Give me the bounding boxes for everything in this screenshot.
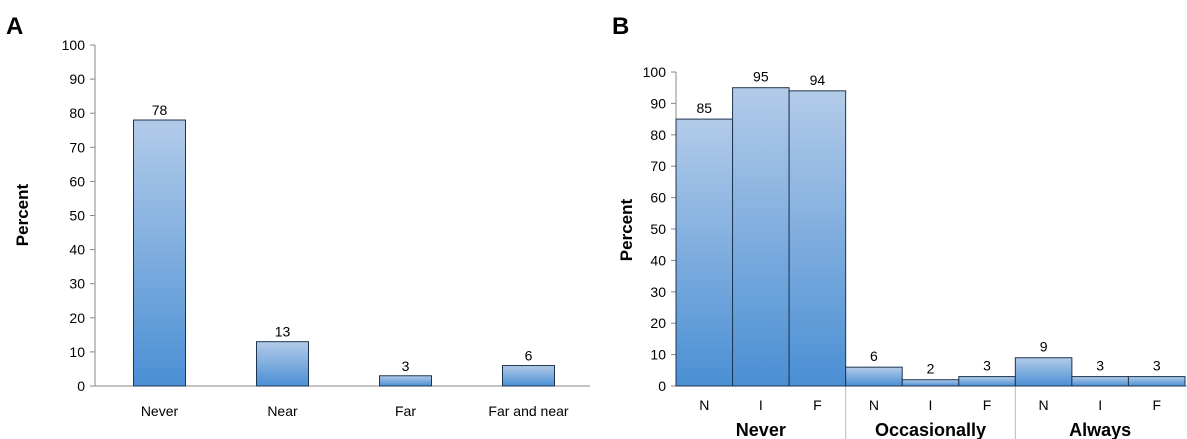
- panel-b: B Percent 0 10 20 30 40 50 60 70 80 90 100 N I F Neve…: [612, 13, 1187, 439]
- panel-b-y-tick-label: 90: [650, 95, 666, 111]
- panel-b-bar: [1014, 357, 1073, 387]
- panel-b-bar: [732, 87, 790, 387]
- panel-b-bar: [1127, 376, 1186, 387]
- panel-b-x-tick-label: N: [1039, 397, 1049, 413]
- panel-a-y-tick-label: 20: [69, 310, 85, 326]
- panel-b-y-tick-label: 100: [643, 64, 667, 80]
- panel-b-y-tick-label: 50: [650, 221, 666, 237]
- panel-b-x-axis: N I F Never N I F Occasionally N I F Always: [676, 385, 1187, 439]
- panel-b-data-label: 94: [810, 72, 826, 88]
- panel-a-y-tick-label: 0: [77, 378, 85, 394]
- panel-b-data-label: 95: [753, 69, 769, 85]
- panel-b-y-tick-label: 40: [650, 252, 666, 268]
- panel-a-x-tick-label: Never: [141, 403, 179, 419]
- panel-a-bar: [502, 365, 555, 387]
- panel-b-data-label: 6: [870, 348, 878, 364]
- panel-a-letter: A: [6, 13, 23, 40]
- panel-a-data-label: 13: [275, 324, 291, 340]
- panel-a-x-tick-label: Near: [267, 403, 298, 419]
- panel-b-x-tick-label: I: [1098, 397, 1102, 413]
- panel-a-y-tick-label: 70: [69, 139, 85, 155]
- panel-a-bar: [256, 341, 309, 387]
- panel-a-data-labels: 78 13 3 6: [152, 102, 533, 374]
- panel-a-data-label: 78: [152, 102, 168, 118]
- panel-b-bar: [1071, 376, 1129, 387]
- panel-b-data-label: 3: [983, 358, 991, 374]
- panel-b-bar: [675, 118, 734, 387]
- panel-b-y-tick-label: 80: [650, 127, 666, 143]
- panel-b-bar: [958, 376, 1016, 387]
- panel-b-x-tick-label: F: [1152, 397, 1161, 413]
- panel-b-data-label: 3: [1096, 358, 1104, 374]
- panel-b-y-tick-label: 70: [650, 158, 666, 174]
- panel-b-data-label: 3: [1153, 358, 1161, 374]
- panel-b-x-tick-label: F: [813, 397, 822, 413]
- panel-a-data-label: 6: [525, 348, 533, 364]
- panel-a-y-tick-label: 10: [69, 344, 85, 360]
- panel-b-x-tick-label: F: [983, 397, 992, 413]
- panel-a-x-tick-label: Far: [395, 403, 416, 419]
- panel-a-y-tick-label: 90: [69, 71, 85, 87]
- panel-b-x-tick-label: N: [869, 397, 879, 413]
- panel-a-x-axis: Never Near Far Far and near: [95, 385, 590, 419]
- panel-a-y-tick-label: 30: [69, 276, 85, 292]
- panel-b-y-tick-label: 60: [650, 190, 666, 206]
- panel-b-bar: [845, 366, 903, 387]
- panel-b-data-label: 9: [1040, 339, 1048, 355]
- panel-b-y-tick-label: 20: [650, 315, 666, 331]
- panel-a-y-tick-label: 80: [69, 105, 85, 121]
- panel-b-data-labels: 85 95 94 6 2 3 9 3 3: [696, 69, 1160, 377]
- panel-b-letter: B: [612, 13, 629, 40]
- panel-a-bars: [133, 119, 555, 387]
- panel-b-ylabel: Percent: [617, 198, 636, 261]
- panel-b-x-tick-label: I: [759, 397, 763, 413]
- panel-b-y-tick-label: 30: [650, 284, 666, 300]
- panel-b-group-label: Always: [1069, 420, 1131, 439]
- panel-a-x-tick-label: Far and near: [488, 403, 568, 419]
- panel-b-x-tick-label: N: [699, 397, 709, 413]
- panel-a-y-axis: 0 10 20 30 40 50 60 70 80 90 100: [62, 37, 96, 394]
- panel-b-group-label: Occasionally: [875, 420, 986, 439]
- panel-a-data-label: 3: [402, 358, 410, 374]
- panel-b-x-tick-label: I: [929, 397, 933, 413]
- panel-b-y-tick-label: 10: [650, 347, 666, 363]
- panel-a-bar: [133, 119, 186, 387]
- panel-b-data-label: 85: [696, 100, 712, 116]
- panel-b-bar: [901, 379, 960, 387]
- panel-b-y-axis: 0 10 20 30 40 50 60 70 80 90 100: [643, 64, 677, 394]
- panel-a-y-tick-label: 40: [69, 242, 85, 258]
- panel-a-ylabel: Percent: [13, 183, 32, 246]
- panel-b-bar: [788, 90, 847, 387]
- panel-b-bars: [675, 87, 1186, 387]
- panel-a-y-tick-label: 100: [62, 37, 86, 53]
- panel-a-bar: [379, 375, 432, 387]
- panel-a-y-tick-label: 50: [69, 208, 85, 224]
- panel-b-data-label: 2: [927, 361, 935, 377]
- panel-b-y-tick-label: 0: [658, 378, 666, 394]
- panel-b-group-label: Never: [736, 420, 786, 439]
- panel-a-y-tick-label: 60: [69, 173, 85, 189]
